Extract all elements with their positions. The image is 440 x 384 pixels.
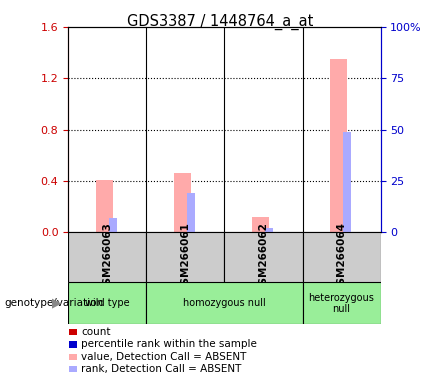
Text: GSM266061: GSM266061 xyxy=(180,222,191,292)
Text: GSM266062: GSM266062 xyxy=(258,222,268,292)
Bar xyxy=(69,341,77,348)
Text: genotype/variation: genotype/variation xyxy=(4,298,103,308)
Text: GDS3387 / 1448764_a_at: GDS3387 / 1448764_a_at xyxy=(127,13,313,30)
Bar xyxy=(109,218,117,232)
Text: ▶: ▶ xyxy=(52,297,62,310)
Bar xyxy=(69,354,77,360)
Bar xyxy=(95,180,113,232)
Bar xyxy=(174,173,191,232)
Bar xyxy=(303,282,381,324)
Bar xyxy=(343,132,351,232)
Bar xyxy=(146,282,303,324)
Bar xyxy=(303,232,381,282)
Text: GSM266063: GSM266063 xyxy=(102,222,112,292)
Text: count: count xyxy=(81,327,111,337)
Bar xyxy=(330,59,347,232)
Bar xyxy=(252,217,269,232)
Text: heterozygous
null: heterozygous null xyxy=(308,293,374,314)
Bar xyxy=(69,366,77,372)
Bar xyxy=(146,232,224,282)
Bar xyxy=(68,282,146,324)
Text: GSM266064: GSM266064 xyxy=(337,222,347,292)
Bar xyxy=(265,228,273,232)
Bar xyxy=(68,232,146,282)
Text: value, Detection Call = ABSENT: value, Detection Call = ABSENT xyxy=(81,352,247,362)
Bar xyxy=(69,329,77,335)
Text: percentile rank within the sample: percentile rank within the sample xyxy=(81,339,257,349)
Text: wild type: wild type xyxy=(85,298,129,308)
Bar xyxy=(187,193,195,232)
Bar xyxy=(224,232,303,282)
Text: homozygous null: homozygous null xyxy=(183,298,266,308)
Text: rank, Detection Call = ABSENT: rank, Detection Call = ABSENT xyxy=(81,364,242,374)
